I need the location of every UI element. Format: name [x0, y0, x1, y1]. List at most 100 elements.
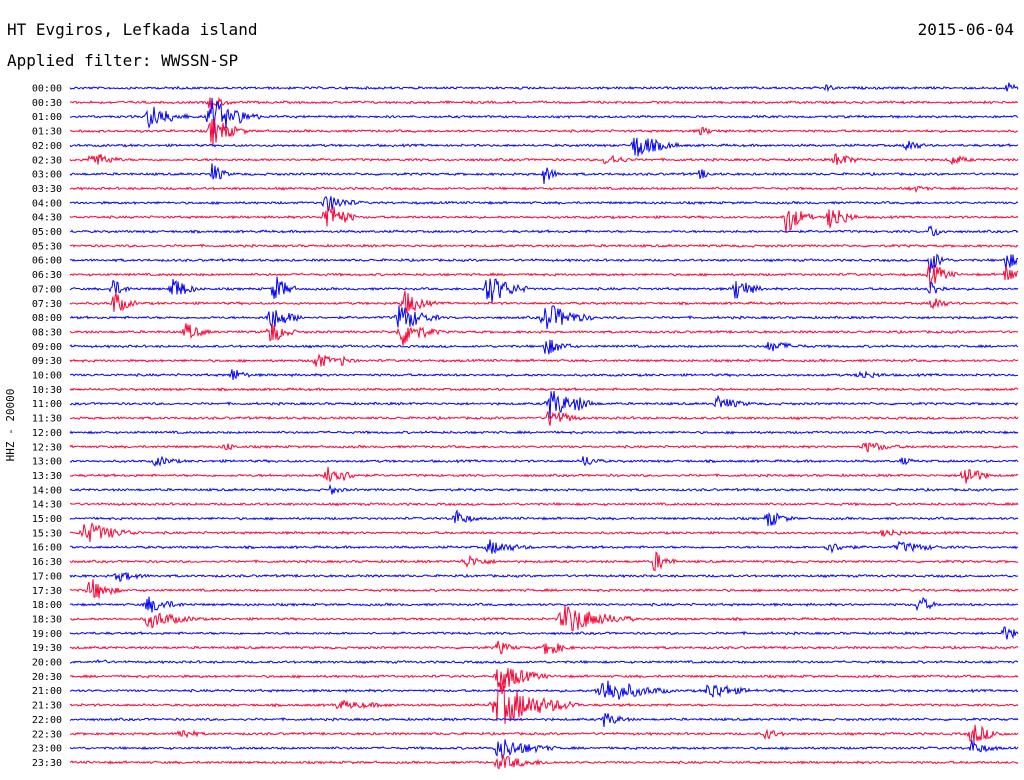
tick-label: 01:00	[32, 112, 62, 123]
trace-row	[69, 253, 1018, 274]
trace-row	[69, 509, 1019, 527]
trace-row	[69, 196, 1019, 212]
tick-label: 11:00	[32, 399, 62, 410]
tick-label: 07:30	[32, 299, 62, 310]
trace-row	[69, 243, 1019, 249]
trace-row	[69, 571, 1019, 583]
tick-label: 17:30	[32, 586, 62, 597]
trace-row	[69, 683, 1019, 724]
trace-row	[69, 353, 1019, 367]
trace-row	[70, 596, 1019, 613]
tick-label: 00:00	[32, 84, 62, 95]
time-tick-labels: 00:00 00:30 01:00 01:30 02:00 02:30 03:00 03:30…	[32, 84, 62, 769]
trace-row	[69, 442, 1019, 453]
tick-label: 14:30	[32, 500, 62, 511]
trace-row	[69, 96, 1019, 111]
trace-row	[69, 659, 1019, 665]
tick-label: 04:30	[32, 213, 62, 224]
trace-row	[69, 390, 1019, 419]
trace-row	[69, 276, 1019, 304]
trace-row	[69, 551, 1019, 572]
tick-label: 06:30	[32, 270, 62, 281]
tick-label: 02:30	[32, 155, 62, 166]
trace-row	[69, 411, 1019, 426]
trace-row	[69, 185, 1019, 194]
trace-row	[69, 483, 1019, 495]
tick-label: 04:00	[32, 198, 62, 209]
tick-label: 16:30	[32, 557, 62, 568]
trace-row	[69, 626, 1019, 640]
trace-row	[69, 430, 1019, 435]
trace-row	[69, 579, 1019, 599]
trace-row	[69, 153, 1019, 166]
tick-label: 20:30	[32, 672, 62, 683]
tick-label: 18:30	[32, 614, 62, 625]
tick-label: 06:00	[32, 256, 62, 267]
trace-row	[69, 82, 1019, 93]
tick-label: 03:00	[32, 170, 62, 181]
tick-label: 23:30	[32, 758, 62, 769]
trace-row	[69, 137, 1019, 157]
tick-label: 10:30	[32, 385, 62, 396]
trace-row	[69, 522, 1019, 543]
trace-row	[69, 224, 1019, 237]
trace-row	[69, 455, 1019, 467]
tick-label: 14:00	[32, 485, 62, 496]
date-label: 2015-06-04	[917, 20, 1014, 39]
filter-label: Applied filter: WWSSN-SP	[7, 51, 239, 70]
trace-row	[69, 323, 1019, 346]
tick-label: 08:00	[32, 313, 62, 324]
tick-label: 10:00	[32, 371, 62, 382]
tick-label: 03:30	[32, 184, 62, 195]
tick-label: 05:30	[32, 241, 62, 252]
trace-row	[70, 118, 1019, 145]
tick-label: 09:00	[32, 342, 62, 353]
trace-row	[69, 387, 1019, 392]
tick-label: 07:00	[32, 284, 62, 295]
tick-label: 13:00	[32, 457, 62, 468]
tick-label: 16:00	[32, 543, 62, 554]
tick-label: 17:00	[32, 571, 62, 582]
tick-label: 05:00	[32, 227, 62, 238]
tick-label: 02:00	[32, 141, 62, 152]
tick-label: 18:00	[32, 600, 62, 611]
tick-label: 12:30	[32, 442, 62, 453]
tick-label: 21:30	[32, 701, 62, 712]
trace-row	[69, 713, 1019, 728]
seismic-traces	[69, 82, 1019, 770]
tick-label: 08:30	[32, 327, 62, 338]
tick-label: 22:30	[32, 729, 62, 740]
trace-row	[69, 739, 1019, 759]
tick-label: 23:00	[32, 744, 62, 755]
tick-label: 21:00	[32, 686, 62, 697]
channel-label: HHZ - 20000	[4, 389, 17, 462]
trace-row	[70, 369, 1019, 380]
trace-row	[69, 466, 1019, 484]
trace-row	[69, 339, 1019, 355]
tick-label: 19:00	[32, 629, 62, 640]
tick-label: 01:30	[32, 127, 62, 138]
tick-label: 12:00	[32, 428, 62, 439]
trace-row	[69, 605, 1019, 632]
tick-label: 20:00	[32, 658, 62, 669]
station-title: HT Evgiros, Lefkada island	[7, 20, 258, 39]
trace-row	[69, 501, 1019, 507]
trace-row	[69, 305, 1019, 330]
tick-label: 15:30	[32, 528, 62, 539]
tick-label: 22:00	[32, 715, 62, 726]
tick-label: 09:30	[32, 356, 62, 367]
trace-row	[69, 163, 1019, 185]
tick-label: 00:30	[32, 98, 62, 109]
tick-label: 13:30	[32, 471, 62, 482]
trace-row	[69, 680, 1019, 700]
trace-row	[69, 640, 1019, 655]
trace-row	[70, 97, 1019, 134]
tick-label: 11:30	[32, 414, 62, 425]
tick-label: 19:30	[32, 643, 62, 654]
trace-row	[69, 539, 1019, 555]
trace-row	[69, 754, 1019, 770]
tick-label: 15:00	[32, 514, 62, 525]
trace-row	[69, 724, 1019, 743]
trace-row	[70, 667, 1019, 688]
